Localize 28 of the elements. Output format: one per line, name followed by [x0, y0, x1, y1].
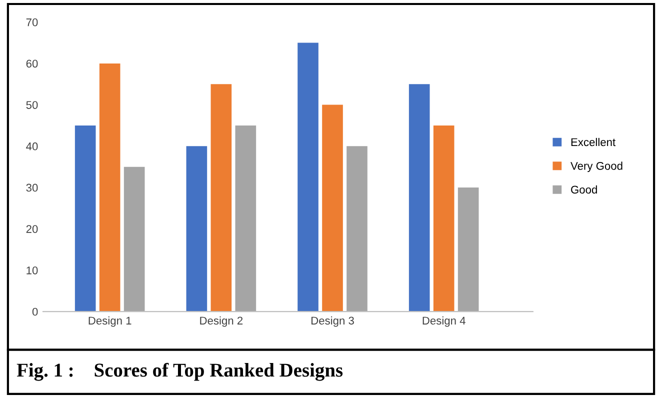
- bar: [322, 104, 343, 312]
- legend-label: Good: [571, 185, 597, 194]
- caption: Fig. 1 : Scores of Top Ranked Designs: [16, 362, 343, 381]
- legend-label: Excellent: [571, 138, 616, 146]
- y-tick-label: 10: [26, 266, 38, 274]
- y-tick-label: 70: [26, 18, 38, 26]
- x-tick-label: Design 2: [200, 316, 243, 327]
- x-tick-label: Design 1: [88, 316, 132, 327]
- bar: [210, 84, 232, 312]
- bar: [124, 166, 145, 312]
- bar: [186, 146, 208, 312]
- bar: [74, 125, 96, 312]
- y-tick-label: 20: [26, 225, 38, 233]
- bar: [298, 42, 318, 312]
- bar: [433, 125, 454, 312]
- bar: [458, 188, 479, 312]
- y-tick-label: 0: [32, 308, 38, 316]
- bar: [408, 84, 430, 312]
- x-tick-label: Design 4: [422, 316, 466, 327]
- bar: [99, 63, 120, 312]
- y-tick-label: 40: [26, 142, 38, 150]
- bar: [346, 146, 368, 312]
- bar: [235, 125, 256, 312]
- y-tick-label: 50: [26, 101, 38, 109]
- x-tick-label: Design 3: [311, 316, 354, 327]
- y-tick-label: 60: [26, 60, 38, 68]
- y-tick-label: 30: [26, 184, 38, 192]
- legend-label: Very Good: [570, 162, 622, 172]
